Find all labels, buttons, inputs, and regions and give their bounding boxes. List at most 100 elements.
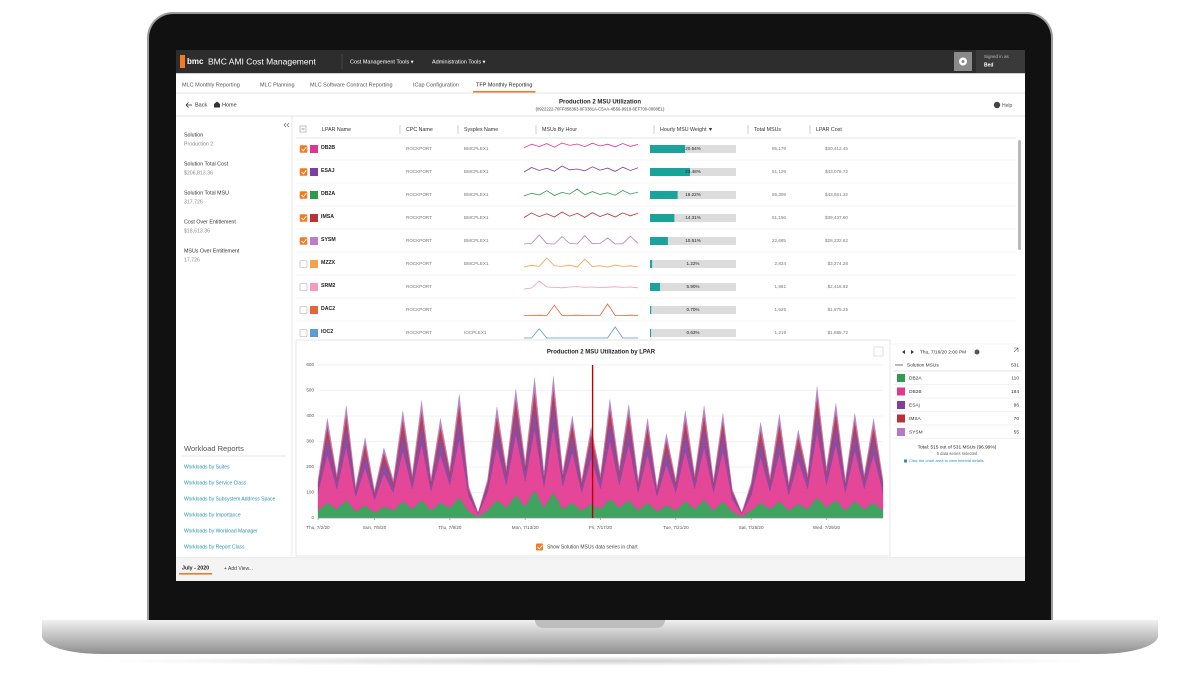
menu-item[interactable]: Cost Management Tools ▾ — [350, 59, 414, 65]
column-header[interactable]: Hourly MSU Weight ▼ — [660, 127, 713, 133]
column-header[interactable]: MSUs By Hour — [542, 127, 577, 133]
column-header[interactable]: CPC Name — [406, 127, 433, 133]
cpc-name: ROCKPORT — [406, 169, 432, 174]
report-link[interactable]: Workloads by Service Class — [184, 480, 247, 486]
cpc-name: ROCKPORT — [406, 238, 432, 243]
solution-checkbox[interactable] — [536, 543, 543, 551]
back-icon — [185, 102, 192, 108]
legend-label[interactable]: IMSA — [909, 416, 922, 422]
menu-item[interactable]: Administration Tools ▾ — [432, 59, 486, 65]
signed-in-label: Signed in as — [984, 54, 1010, 59]
sysplex-name: BMCPLEX1 — [464, 261, 489, 266]
report-link[interactable]: Workloads by Suites — [184, 464, 230, 470]
row-checkbox[interactable] — [299, 168, 308, 176]
lpar-name[interactable]: ESAJ — [321, 168, 335, 174]
legend-value: 531 — [1011, 362, 1019, 368]
row-checkbox[interactable] — [299, 283, 308, 291]
sparkline — [523, 165, 639, 173]
row-checkbox[interactable] — [299, 145, 308, 153]
row-checkbox[interactable] — [299, 260, 308, 268]
weight-label: 5.90% — [686, 284, 699, 289]
weight-label: 10.51% — [685, 238, 701, 243]
report-link[interactable]: Workloads by Report Class — [184, 544, 245, 550]
popout-icon[interactable] — [1013, 347, 1019, 353]
legend-label: Solution MSUs — [907, 362, 939, 368]
app-title: BMC AMI Cost Management — [208, 56, 316, 66]
lpar-name[interactable]: MZZX — [321, 260, 336, 266]
solution-toggle-label: Show Solution MSUs data series in chart — [547, 544, 638, 550]
summary-value: $18,613.36 — [184, 228, 210, 234]
row-checkbox[interactable] — [299, 191, 308, 199]
row-checkbox[interactable] — [299, 306, 308, 314]
legend-label[interactable]: DB2A — [909, 375, 922, 381]
lpar-name[interactable]: IOC2 — [321, 329, 333, 335]
summary-value: 17,726 — [184, 257, 200, 263]
lpar-name[interactable]: DB2B — [321, 145, 335, 151]
tab[interactable]: MLC Software Contract Reporting — [310, 82, 393, 88]
tab[interactable]: TFP Monthly Reporting — [476, 82, 532, 88]
lpar-cost: $1,875.25 — [828, 307, 849, 312]
hover-time: Thu, 7/16/20 2:00 PM — [920, 349, 966, 355]
x-tick-label: Thu, 7/2/20 — [306, 525, 330, 530]
view-tab[interactable]: July - 2020 — [182, 565, 209, 571]
legend-swatch — [897, 387, 905, 396]
total-msus: 55,309 — [772, 192, 786, 197]
total-msus: 1,961 — [775, 284, 787, 289]
x-tick-label: Wed, 7/29/20 — [813, 525, 841, 530]
column-header[interactable]: Sysplex Name — [464, 127, 498, 133]
add-view-link[interactable]: + Add View... — [224, 566, 253, 572]
lpar-color — [310, 145, 318, 153]
weight-bar — [650, 237, 668, 245]
column-header[interactable]: LPAR Name — [322, 127, 351, 133]
collapse-icon[interactable] — [283, 122, 290, 128]
lpar-name[interactable]: DB2A — [321, 191, 335, 197]
row-checkbox[interactable] — [299, 214, 308, 222]
lpar-name[interactable]: SRM2 — [321, 283, 336, 289]
scrollbar[interactable] — [1018, 140, 1021, 250]
lpar-cost: $28,232.62 — [825, 238, 848, 243]
report-link[interactable]: Workloads by Subsystem Address Space — [184, 496, 276, 502]
report-link[interactable]: Workloads by Workload Manager — [184, 528, 258, 534]
tab[interactable]: ICap Configuration — [413, 82, 459, 88]
legend-value: 70 — [1014, 416, 1020, 422]
weight-bar — [650, 214, 675, 222]
user-name[interactable]: Bed — [984, 62, 993, 68]
report-link[interactable]: Workloads by Importance — [184, 512, 241, 518]
weight-track — [650, 237, 736, 245]
row-checkbox[interactable] — [299, 329, 308, 337]
column-header[interactable]: Total MSUs — [754, 127, 781, 133]
row-checkbox[interactable] — [299, 237, 308, 245]
home-link[interactable]: Home — [222, 102, 237, 108]
weight-label: 0.63% — [686, 330, 699, 335]
legend-label[interactable]: SYSM — [909, 429, 923, 435]
prev-arrow[interactable] — [902, 350, 905, 354]
next-arrow[interactable] — [911, 350, 914, 354]
weight-bar — [650, 145, 685, 153]
legend-swatch — [897, 401, 905, 409]
lpar-color — [310, 306, 318, 314]
legend-label[interactable]: DB2B — [909, 389, 922, 395]
chart-menu[interactable] — [873, 346, 884, 357]
sparkline — [523, 211, 639, 218]
sysplex-name: BMCPLEX1 — [464, 192, 489, 197]
lpar-name[interactable]: SYSM — [321, 237, 336, 243]
lpar-cost: $39,437.60 — [825, 215, 848, 220]
legend-label[interactable]: ESAj — [909, 402, 920, 408]
time-picker[interactable] — [974, 349, 980, 355]
x-tick-label: Mon, 7/13/20 — [512, 525, 539, 530]
legend-value: 184 — [1011, 389, 1019, 395]
logo-icon — [180, 55, 185, 68]
help-link[interactable]: Help — [1002, 103, 1013, 109]
sparkline — [523, 280, 639, 290]
back-link[interactable]: Back — [195, 102, 207, 108]
page-subtitle: (0922222-70FF858363-0F3381A-C5AA-4B56-99… — [536, 107, 665, 112]
column-header[interactable]: LPAR Cost — [816, 127, 842, 133]
lpar-name[interactable]: IMSA — [321, 214, 334, 220]
tab[interactable]: MLC Planning — [260, 82, 295, 88]
summary-label: Solution Total MSU — [184, 190, 229, 196]
lpar-name[interactable]: DAC2 — [321, 306, 335, 312]
weight-bar — [650, 168, 690, 176]
tab[interactable]: MLC Monthly Reporting — [182, 82, 240, 88]
weight-label: 20.54% — [685, 146, 701, 151]
check-mark — [301, 239, 307, 244]
